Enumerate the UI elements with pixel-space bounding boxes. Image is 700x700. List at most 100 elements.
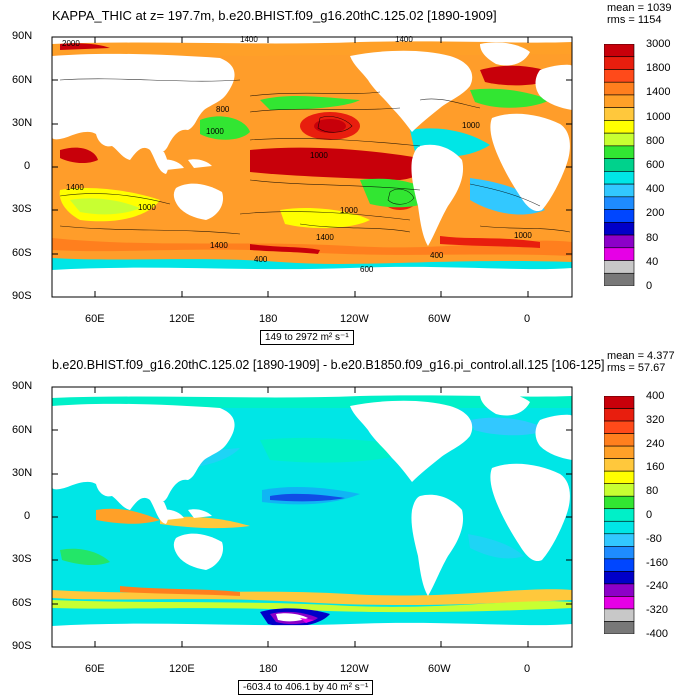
panel1-lat-label: 90N — [12, 30, 33, 42]
colorbar-label: 320 — [646, 413, 665, 426]
panel1-land-south-america — [411, 144, 464, 246]
panel2-land-south-america — [411, 494, 464, 596]
panel2-lat-label: 30S — [12, 553, 32, 565]
colorbar-swatch — [604, 596, 635, 610]
colorbar-label: 160 — [646, 461, 665, 474]
colorbar-label: -320 — [646, 604, 669, 617]
panel2-lon-label: 180 — [259, 663, 278, 675]
colorbar-label: 600 — [646, 159, 665, 171]
colorbar-swatch — [604, 433, 635, 447]
panel1-lon-label: 60W — [428, 313, 451, 325]
colorbar-swatch — [604, 520, 635, 535]
panel2-land-africa — [490, 463, 570, 562]
colorbar-swatch — [604, 247, 635, 261]
contour-label: 1400 — [240, 35, 258, 44]
panel2-land-eurasia — [52, 403, 235, 510]
colorbar-swatch — [604, 145, 635, 159]
colorbar-label: 1400 — [646, 86, 671, 99]
colorbar-swatch — [604, 396, 635, 409]
panel1-lon-label: 120E — [169, 313, 195, 325]
panel1-lat-label: 60N — [12, 74, 33, 86]
panel1-land-australia — [173, 183, 224, 220]
panel1-equatorial-red — [250, 147, 424, 180]
colorbar-label: 1800 — [646, 62, 671, 75]
colorbar-swatch — [604, 533, 635, 547]
contour-label: 400 — [254, 255, 268, 264]
colorbar-swatch — [604, 107, 635, 121]
contour-label: 1000 — [340, 206, 358, 215]
colorbar-swatch — [604, 94, 635, 108]
colorbar-label: 80 — [646, 231, 659, 244]
panel2-lat-label: 90N — [12, 380, 33, 392]
panel2-lat-label: 90S — [12, 640, 32, 652]
colorbar-swatch — [604, 272, 635, 286]
panel2-lat-label: 0 — [24, 510, 31, 522]
panel1-lat-label: 90S — [12, 290, 32, 302]
colorbar-label: 800 — [646, 134, 665, 147]
contour-label: 1000 — [310, 151, 328, 160]
colorbar-swatch — [604, 69, 635, 83]
colorbar-swatch — [604, 445, 635, 459]
panel2-lat-label: 30N — [12, 467, 33, 479]
contour-label: 1000 — [462, 121, 480, 130]
panel2-lon-label: 0 — [524, 663, 531, 675]
contour-label: 1000 — [138, 203, 156, 212]
panel1-lon-label: 60E — [85, 313, 105, 325]
panel1-rms: rms = 1154 — [607, 14, 662, 26]
colorbar-swatch — [604, 546, 635, 560]
colorbar-label: 40 — [646, 255, 659, 268]
colorbar-swatch — [604, 234, 635, 249]
colorbar-swatch — [604, 260, 635, 274]
colorbar-swatch — [604, 495, 635, 510]
colorbar-label: 3000 — [646, 38, 671, 50]
panel1-map: 1400 1400 2000 800 1000 1000 1400 1000 1… — [51, 35, 573, 298]
panel1-land-eurasia — [52, 53, 235, 161]
colorbar-swatch — [604, 583, 635, 597]
colorbar-swatch — [604, 558, 635, 572]
colorbar-label: -240 — [646, 580, 669, 593]
colorbar-swatch — [604, 608, 635, 622]
panel2-colorbar — [604, 396, 635, 634]
colorbar-swatch — [604, 171, 635, 185]
contour-label: 1400 — [316, 233, 334, 242]
colorbar-label: -80 — [646, 532, 662, 545]
colorbar-label: -160 — [646, 556, 669, 569]
contour-label: 1400 — [66, 183, 84, 192]
panel1-lat-label: 60S — [12, 247, 32, 259]
colorbar-swatch — [604, 408, 635, 422]
contour-label: 600 — [360, 265, 374, 274]
colorbar-swatch — [604, 420, 635, 434]
colorbar-swatch — [604, 222, 635, 236]
panel1-land-antarctica — [52, 266, 572, 297]
colorbar-swatch — [604, 470, 635, 484]
panel2-lat-label: 60N — [12, 424, 33, 436]
contour-label: 1000 — [206, 127, 224, 136]
colorbar-swatch — [604, 196, 635, 210]
panel2-lon-label: 120E — [169, 663, 195, 675]
colorbar-label: 400 — [646, 183, 665, 196]
colorbar-label: -400 — [646, 628, 669, 640]
colorbar-label: 200 — [646, 207, 665, 220]
colorbar-label: 400 — [646, 390, 665, 402]
panel2-land-australia — [173, 533, 224, 570]
colorbar-swatch — [604, 508, 635, 522]
colorbar-label: 1000 — [646, 110, 671, 123]
panel2-lat-label: 60S — [12, 597, 32, 609]
colorbar-label: 240 — [646, 437, 665, 450]
panel2-range-label: -603.4 to 406.1 by 40 m² s⁻¹ — [238, 680, 374, 695]
contour-label: 2000 — [62, 39, 80, 48]
colorbar-swatch — [604, 209, 635, 223]
colorbar-swatch — [604, 44, 635, 58]
panel1-lat-label: 0 — [24, 160, 31, 172]
contour-label: 1400 — [210, 241, 228, 250]
panel1-title: KAPPA_THIC at z= 197.7m, b.e20.BHIST.f09… — [52, 8, 497, 23]
colorbar-label: 0 — [646, 280, 653, 292]
colorbar-swatch — [604, 132, 635, 147]
contour-label: 1400 — [395, 35, 413, 44]
colorbar-swatch — [604, 183, 635, 198]
panel1-lon-label: 180 — [259, 313, 278, 325]
colorbar-swatch — [604, 483, 635, 497]
panel2-lon-label: 60W — [428, 663, 451, 675]
colorbar-swatch — [604, 158, 635, 172]
panel1-land-north-america — [350, 50, 473, 132]
